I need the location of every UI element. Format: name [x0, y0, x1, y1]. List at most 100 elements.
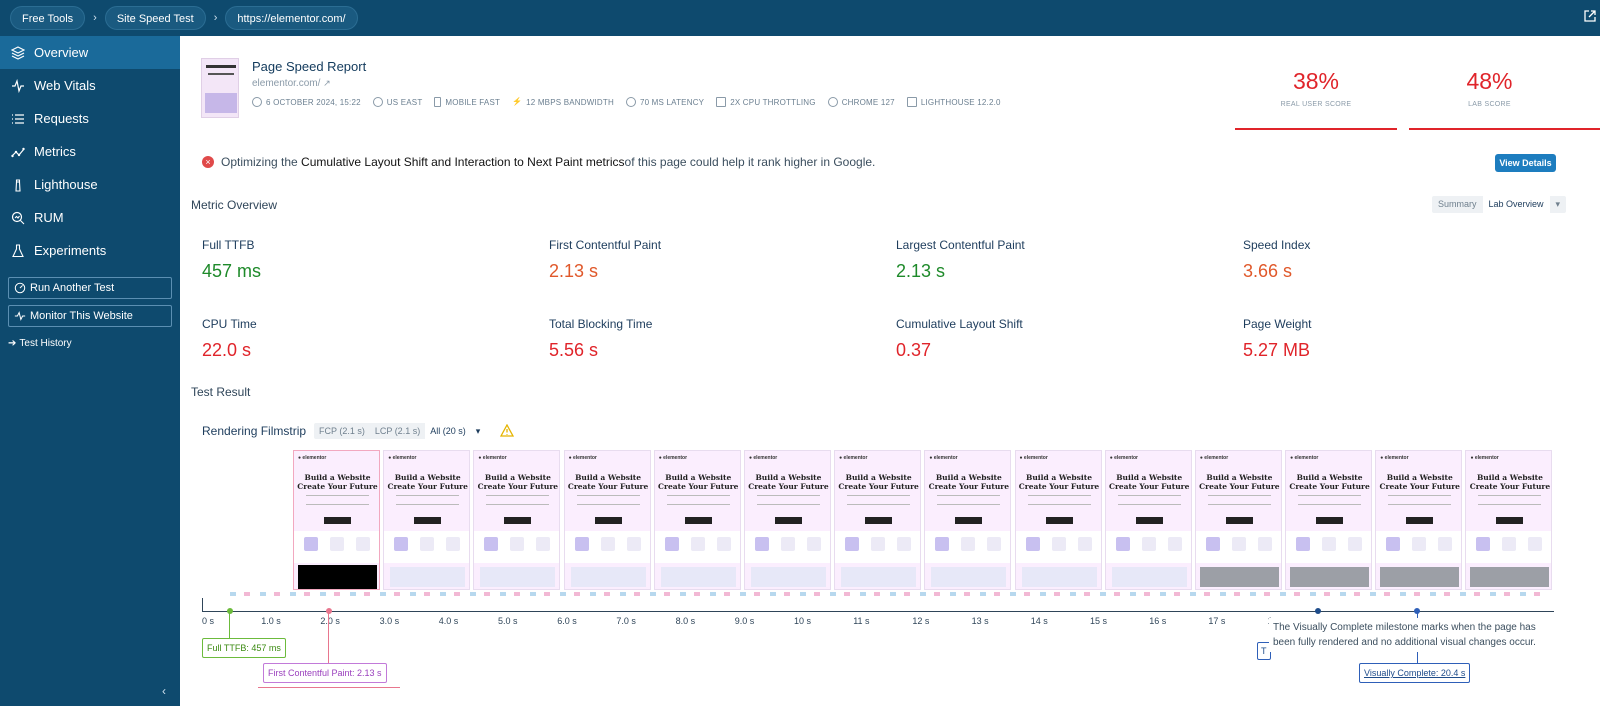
- filmstrip-frame[interactable]: ● elementor Build a Website Create Your F…: [1285, 450, 1373, 590]
- chevron-down-icon[interactable]: ▾: [1555, 199, 1561, 209]
- filmstrip-frame[interactable]: ● elementor Build a Website Create Your F…: [1375, 450, 1463, 590]
- metric-cpu-time[interactable]: CPU Time 22.0 s: [202, 317, 532, 361]
- sidebar-item-experiments[interactable]: Experiments: [0, 234, 180, 267]
- frame-logo: ● elementor: [658, 455, 688, 461]
- sidebar-item-requests[interactable]: Requests: [0, 102, 180, 135]
- filmstrip-frame[interactable]: ● elementor Build a Website Create Your F…: [473, 450, 561, 590]
- meta-bandwidth: ⚡ 12 MBPS BANDWIDTH: [512, 97, 614, 107]
- run-another-test-button[interactable]: Run Another Test: [8, 277, 172, 299]
- metric-speed-index[interactable]: Speed Index 3.66 s: [1243, 238, 1573, 282]
- summary-tab[interactable]: Summary: [1438, 199, 1477, 209]
- cpu-icon: [716, 97, 727, 107]
- sidebar-item-overview[interactable]: Overview: [0, 36, 180, 69]
- filmstrip-frame[interactable]: ● elementor Build a Website Create Your F…: [653, 450, 741, 590]
- metric-fcp[interactable]: First Contentful Paint 2.13 s: [549, 238, 879, 282]
- external-link-icon: ↗: [323, 78, 331, 88]
- alert-text-post: of this page could help it rank higher i…: [624, 155, 876, 169]
- sidebar-item-label: Requests: [34, 111, 89, 126]
- frame-heading: Build a Website Create Your Future: [1469, 473, 1551, 491]
- metric-label: Speed Index: [1243, 238, 1311, 252]
- axis-tick-label: 10 s: [794, 616, 812, 626]
- monitor-website-button[interactable]: Monitor This Website: [8, 305, 172, 327]
- external-link-icon[interactable]: [1584, 10, 1596, 22]
- warning-icon[interactable]: [500, 424, 514, 437]
- page-thumbnail: [201, 58, 239, 118]
- report-url: elementor.com/: [252, 78, 321, 89]
- filmstrip-frame[interactable]: ● elementor Build a Website Create Your F…: [293, 450, 380, 590]
- axis-tick-label: 0 s: [202, 616, 215, 626]
- breadcrumb-site-speed-test[interactable]: Site Speed Test: [104, 6, 206, 30]
- filmstrip-filter: FCP (2.1 s) LCP (2.1 s) All (20 s) ▾: [314, 423, 486, 439]
- metric-full-ttfb[interactable]: Full TTFB 457 ms: [202, 238, 532, 282]
- axis-tick-label: 7.0 s: [616, 616, 636, 626]
- metric-lcp[interactable]: Largest Contentful Paint 2.13 s: [896, 238, 1226, 282]
- chevron-down-icon[interactable]: ▾: [470, 423, 486, 439]
- ttfb-marker[interactable]: [227, 608, 233, 614]
- filter-fcp[interactable]: FCP (2.1 s): [319, 426, 365, 436]
- view-details-button[interactable]: View Details: [1495, 154, 1556, 172]
- filmstrip-frame[interactable]: ● elementor Build a Website Create Your F…: [1194, 450, 1282, 590]
- ttfb-milestone-label[interactable]: Full TTFB: 457 ms: [202, 638, 286, 658]
- sidebar-item-rum[interactable]: RUM: [0, 201, 180, 234]
- filmstrip-frame[interactable]: ● elementor Build a Website Create Your F…: [924, 450, 1012, 590]
- speed-index-marker[interactable]: [1315, 608, 1321, 614]
- meta-lighthouse: LIGHTHOUSE 12.2.0: [906, 97, 1001, 107]
- report-url-link[interactable]: elementor.com/ ↗: [252, 78, 331, 89]
- sidebar-item-label: Web Vitals: [34, 78, 96, 93]
- clock-icon: [252, 97, 262, 107]
- filmstrip-frame[interactable]: ● elementor Build a Website Create Your F…: [834, 450, 922, 590]
- frame-heading: Build a Website Create Your Future: [658, 473, 739, 491]
- sidebar-item-label: Lighthouse: [34, 177, 98, 192]
- optimization-alert: × Optimizing the Cumulative Layout Shift…: [202, 155, 875, 169]
- real-user-score-card[interactable]: 38% REAL USER SCORE: [1235, 58, 1397, 130]
- visually-complete-label[interactable]: Visually Complete: 20.4 s: [1359, 663, 1471, 683]
- meta-browser: CHROME 127: [827, 97, 895, 107]
- lab-overview-tab[interactable]: Lab Overview: [1482, 196, 1550, 213]
- metric-cls[interactable]: Cumulative Layout Shift 0.37: [896, 317, 1226, 361]
- breadcrumb-free-tools[interactable]: Free Tools: [10, 6, 86, 30]
- axis-tick-label: 1.0 s: [261, 616, 281, 626]
- sidebar-item-lighthouse[interactable]: Lighthouse: [0, 168, 180, 201]
- real-user-score-label: REAL USER SCORE: [1280, 101, 1352, 108]
- filter-all[interactable]: All (20 s): [425, 423, 471, 439]
- lab-score-label: LAB SCORE: [1468, 101, 1511, 108]
- layers-icon: [11, 45, 25, 60]
- lighthouse-icon: [11, 178, 25, 192]
- filmstrip-frame[interactable]: ● elementor Build a Website Create Your F…: [1104, 450, 1192, 590]
- metric-label: Total Blocking Time: [549, 317, 653, 331]
- filmstrip-frame[interactable]: ● elementor Build a Website Create Your F…: [383, 450, 471, 590]
- metric-page-weight[interactable]: Page Weight 5.27 MB: [1243, 317, 1573, 361]
- filmstrip-frame[interactable]: ● elementor Build a Website Create Your F…: [743, 450, 831, 590]
- top-bar: Free Tools › Site Speed Test › https://e…: [0, 0, 1600, 36]
- frame-logo: ● elementor: [388, 455, 417, 461]
- collapse-sidebar-icon[interactable]: ‹: [162, 684, 166, 698]
- frame-logo: ● elementor: [478, 455, 507, 461]
- chart-icon: [11, 145, 25, 159]
- metric-value: 5.56 s: [549, 340, 599, 360]
- meta-device: MOBILE FAST: [434, 97, 500, 107]
- frame-heading: Build a Website Create Your Future: [297, 473, 378, 491]
- bolt-icon: ⚡: [512, 97, 523, 106]
- filmstrip-frame[interactable]: ● elementor Build a Website Create Your F…: [1465, 450, 1553, 590]
- metric-value: 2.13 s: [896, 261, 946, 281]
- test-history-link[interactable]: ➔ Test History: [0, 336, 180, 350]
- metric-tbt[interactable]: Total Blocking Time 5.56 s: [549, 317, 879, 361]
- speed-index-label[interactable]: T: [1257, 642, 1271, 660]
- metric-value: 22.0 s: [202, 340, 252, 360]
- pulse-icon: [14, 310, 26, 322]
- milestone-tooltip: The Visually Complete milestone marks wh…: [1269, 618, 1559, 652]
- flask-icon: [11, 243, 25, 258]
- gauge-icon: [14, 282, 26, 294]
- sidebar-item-metrics[interactable]: Metrics: [0, 135, 180, 168]
- breadcrumb-url[interactable]: https://elementor.com/: [225, 6, 358, 30]
- fcp-milestone-label[interactable]: First Contentful Paint: 2.13 s: [263, 663, 387, 683]
- fcp-marker[interactable]: [326, 608, 332, 614]
- frame-heading: Build a Website Create Your Future: [1379, 473, 1460, 491]
- frame-heading: Build a Website Create Your Future: [387, 473, 468, 491]
- lab-score-card[interactable]: 48% LAB SCORE: [1409, 58, 1600, 130]
- filmstrip-frame[interactable]: ● elementor Build a Website Create Your F…: [563, 450, 651, 590]
- sidebar-item-web-vitals[interactable]: Web Vitals: [0, 69, 180, 102]
- filter-lcp[interactable]: LCP (2.1 s): [374, 426, 421, 436]
- filmstrip-frame[interactable]: ● elementor Build a Website Create Your F…: [1014, 450, 1102, 590]
- mobile-icon: [434, 97, 442, 107]
